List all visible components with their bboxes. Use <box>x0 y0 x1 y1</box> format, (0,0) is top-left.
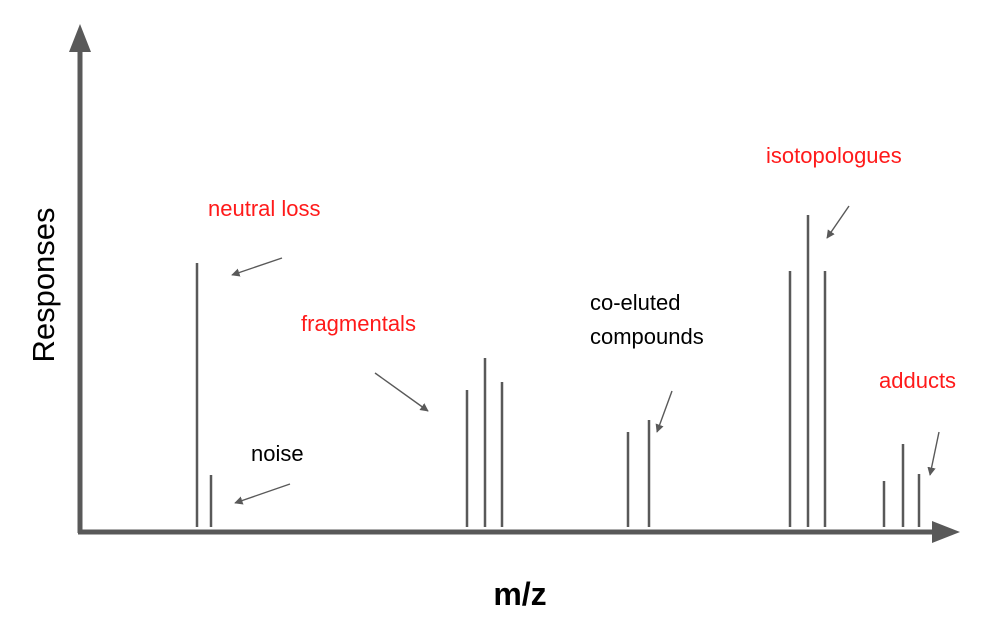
arrow-adducts <box>927 431 940 476</box>
x-axis-label: m/z <box>493 576 546 612</box>
x-axis-arrowhead <box>932 521 960 543</box>
arrow-co-eluted <box>655 390 673 433</box>
annotation-label-isotopologues: isotopologues <box>766 143 902 168</box>
annotation-label-neutral-loss: neutral loss <box>208 196 321 221</box>
peak-group <box>195 215 921 527</box>
arrow-isotopologues <box>826 205 850 239</box>
annotation-arrow-group <box>231 205 940 505</box>
arrow-fragmentals <box>374 372 429 412</box>
annotation-label-co-eluted-line1: co-eluted <box>590 290 681 315</box>
y-axis-arrowhead <box>69 24 91 52</box>
arrow-neutral-loss <box>231 257 283 277</box>
annotation-label-noise: noise <box>251 441 304 466</box>
y-axis-label: Responses <box>26 207 61 362</box>
arrow-noise <box>234 483 291 505</box>
annotation-label-adducts: adducts <box>879 368 956 393</box>
annotation-label-co-eluted-line2: compounds <box>590 324 704 349</box>
annotation-label-fragmentals: fragmentals <box>301 311 416 336</box>
